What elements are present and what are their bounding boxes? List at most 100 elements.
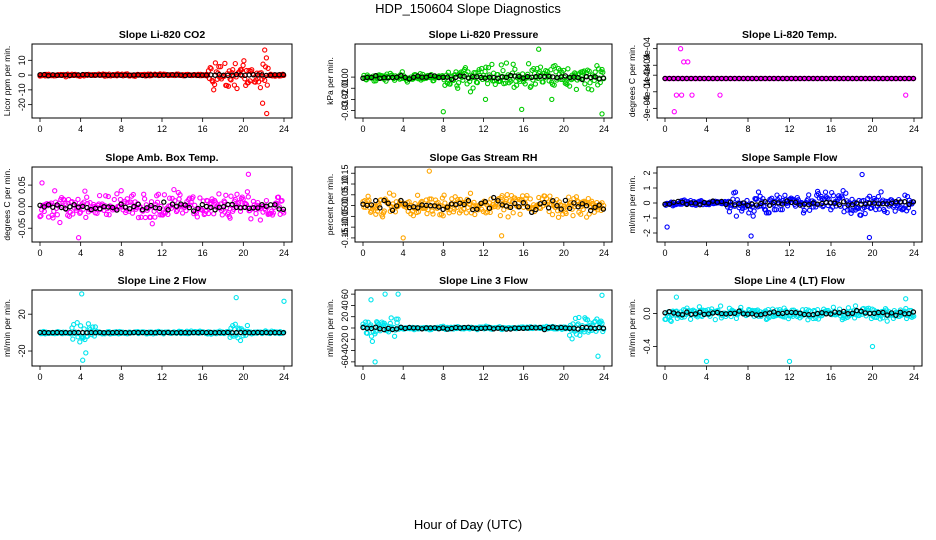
data-point xyxy=(230,67,236,73)
data-point xyxy=(260,61,266,67)
data-point xyxy=(75,196,81,203)
data-point xyxy=(155,191,162,197)
mean-point xyxy=(692,311,699,317)
outlier-point xyxy=(786,358,793,365)
data-point xyxy=(207,64,213,71)
outlier-point xyxy=(264,110,270,117)
mean-point xyxy=(793,199,799,205)
data-point xyxy=(270,210,276,216)
y-tick-label: 4e-04 xyxy=(642,54,652,77)
data-point xyxy=(166,195,173,201)
mean-point xyxy=(186,204,193,211)
data-point xyxy=(217,63,224,70)
data-point xyxy=(445,69,452,75)
data-point xyxy=(176,196,182,202)
data-point xyxy=(762,206,769,213)
mean-point xyxy=(893,312,899,318)
data-point xyxy=(483,64,489,70)
mean-point xyxy=(182,202,188,208)
y-tick-label: -9e-04 xyxy=(642,95,652,121)
x-tick-label: 20 xyxy=(559,248,569,258)
outlier-point xyxy=(869,343,876,350)
data-point xyxy=(426,196,433,202)
mean-point xyxy=(373,197,379,204)
data-point xyxy=(503,60,510,66)
data-point xyxy=(502,80,509,86)
data-point xyxy=(517,211,523,217)
y-tick-label: 1e-04 xyxy=(642,64,652,87)
data-point xyxy=(505,214,511,220)
mean-point xyxy=(888,310,895,316)
panel-1: Slope Li-820 CO2 Licor ppm per min. 0 4 8 12 1… xyxy=(2,29,293,134)
x-tick-label: 12 xyxy=(157,372,167,382)
data-point xyxy=(563,210,569,217)
data-point xyxy=(172,198,178,204)
data-point xyxy=(766,210,772,216)
data-point xyxy=(911,209,917,216)
plot-frame xyxy=(31,43,293,119)
mean-point xyxy=(398,197,404,204)
data-point xyxy=(884,318,890,324)
x-tick-label: 20 xyxy=(867,124,877,134)
x-tick-label: 24 xyxy=(599,124,609,134)
data-point xyxy=(369,338,376,345)
data-point xyxy=(54,212,60,218)
mean-point xyxy=(906,201,912,208)
mean-point xyxy=(118,201,124,207)
data-point xyxy=(819,195,825,202)
outlier-point xyxy=(498,233,505,239)
data-point xyxy=(500,67,506,74)
data-point xyxy=(262,64,269,70)
data-point xyxy=(106,212,112,218)
mean-point xyxy=(906,310,912,317)
data-point xyxy=(376,202,382,208)
data-point xyxy=(244,322,251,329)
data-point xyxy=(800,210,807,216)
mean-point xyxy=(109,204,116,211)
data-point xyxy=(117,196,124,203)
y-tick-label: 0.10 xyxy=(340,175,350,193)
mean-point xyxy=(697,309,703,315)
data-point xyxy=(366,197,372,203)
data-point xyxy=(455,80,462,86)
data-point xyxy=(234,85,240,92)
data-point xyxy=(275,194,282,200)
mean-point xyxy=(173,203,180,209)
mean-point xyxy=(910,309,917,315)
mean-point xyxy=(516,73,522,80)
figure-title: HDP_150604 Slope Diagnostics xyxy=(375,1,561,16)
x-tick-label: 8 xyxy=(745,248,750,258)
data-point xyxy=(232,321,238,327)
data-point xyxy=(734,197,740,203)
data-point xyxy=(442,200,448,206)
mean-point xyxy=(541,326,548,333)
y-tick-label: 0.00 xyxy=(340,197,350,215)
mean-point xyxy=(212,207,218,213)
data-point xyxy=(587,80,593,86)
mean-point xyxy=(588,207,594,214)
data-point xyxy=(498,62,504,68)
mean-point xyxy=(692,200,699,206)
x-tick-label: 0 xyxy=(662,124,667,134)
y-tick-label: 9e-04 xyxy=(642,37,652,60)
data-point xyxy=(513,82,520,88)
outlier-point xyxy=(748,233,754,239)
x-tick-label: 8 xyxy=(441,124,446,134)
y-tick-label: -0.10 xyxy=(340,217,350,238)
outlier-point xyxy=(281,298,287,304)
data-point xyxy=(232,60,238,67)
mean-point xyxy=(841,199,847,205)
panel-title: Slope Line 3 Flow xyxy=(439,275,529,287)
x-tick-label: 4 xyxy=(401,124,406,134)
outlier-point xyxy=(482,96,489,103)
data-point xyxy=(85,321,92,327)
mean-point xyxy=(766,202,773,208)
y-tick-label: -20 xyxy=(17,345,27,358)
plot-frame xyxy=(354,166,613,243)
y-tick-label: 0 xyxy=(17,73,27,78)
x-tick-label: 16 xyxy=(519,372,529,382)
mean-point xyxy=(389,207,396,213)
data-point xyxy=(211,81,218,88)
data-point xyxy=(537,64,544,70)
panel-title: Slope Amb. Box Temp. xyxy=(105,152,218,164)
